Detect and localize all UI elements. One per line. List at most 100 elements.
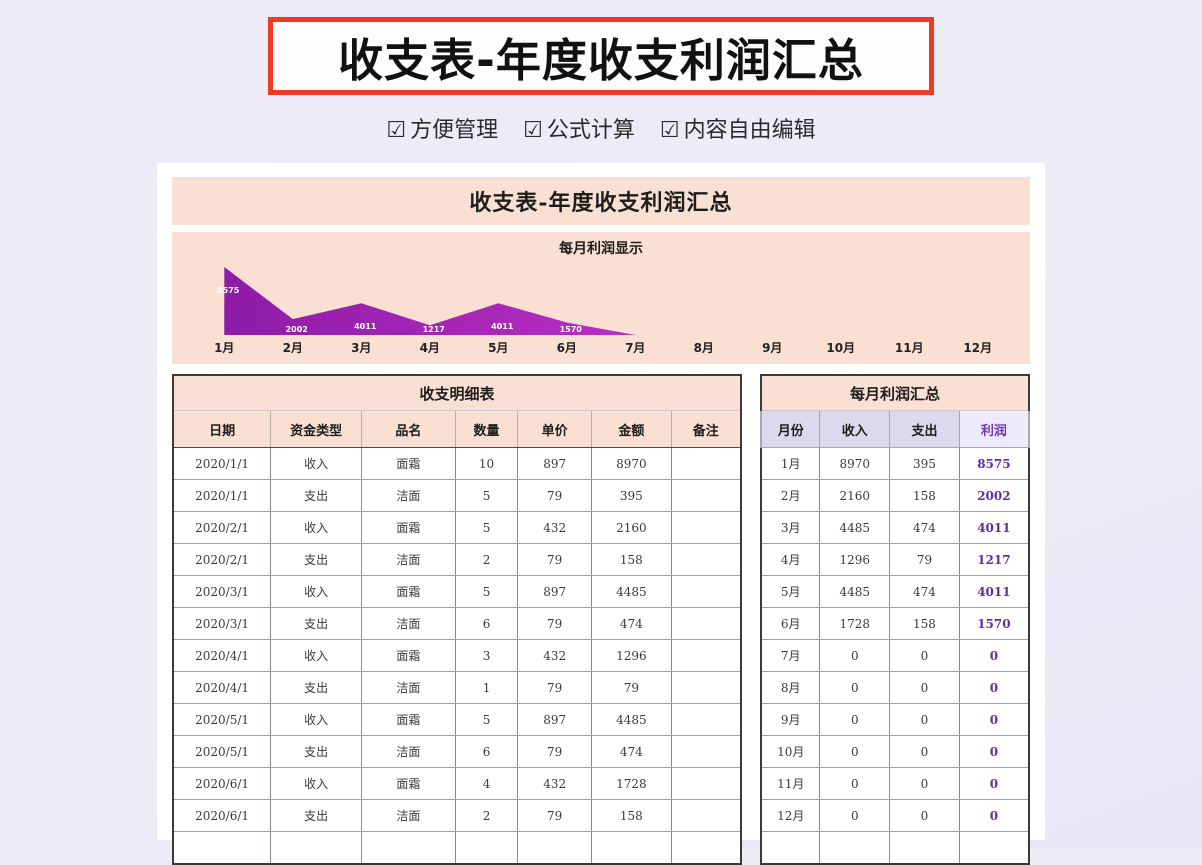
summary-cell[interactable]: 395 <box>889 447 960 480</box>
table-row[interactable]: 2020/4/1 收入 面霜 3 432 1296 <box>172 639 742 672</box>
detail-cell[interactable] <box>670 607 742 640</box>
summary-cell[interactable]: 0 <box>819 671 891 704</box>
summary-cell[interactable]: 3月 <box>760 511 821 544</box>
summary-cell[interactable]: 8575 <box>958 447 1030 480</box>
detail-cell[interactable]: 2020/5/1 <box>172 735 272 768</box>
detail-cell[interactable]: 6 <box>454 607 519 640</box>
summary-cell[interactable]: 0 <box>889 735 960 768</box>
summary-cell[interactable]: 4011 <box>958 511 1030 544</box>
summary-cell[interactable]: 2月 <box>760 479 821 512</box>
summary-cell[interactable]: 4011 <box>958 575 1030 608</box>
summary-cell[interactable]: 9月 <box>760 703 821 736</box>
summary-cell[interactable]: 0 <box>889 671 960 704</box>
detail-cell[interactable]: 面霜 <box>361 703 456 736</box>
table-row[interactable]: 1月 8970 395 8575 <box>760 447 1030 480</box>
detail-cell[interactable]: 面霜 <box>361 575 456 608</box>
detail-cell[interactable]: 79 <box>517 607 593 640</box>
detail-cell[interactable]: 1 <box>454 671 519 704</box>
detail-cell[interactable] <box>670 543 742 576</box>
detail-cell[interactable]: 洁面 <box>361 735 456 768</box>
detail-cell[interactable] <box>670 479 742 512</box>
detail-cell[interactable]: 支出 <box>270 735 363 768</box>
detail-cell[interactable]: 158 <box>591 799 672 832</box>
summary-cell[interactable]: 0 <box>958 639 1030 672</box>
summary-cell[interactable]: 1217 <box>958 543 1030 576</box>
summary-cell[interactable]: 1570 <box>958 607 1030 640</box>
summary-cell[interactable]: 0 <box>889 799 960 832</box>
detail-cell[interactable]: 2020/4/1 <box>172 639 272 672</box>
summary-cell[interactable]: 0 <box>889 639 960 672</box>
detail-cell[interactable]: 洁面 <box>361 543 456 576</box>
detail-cell[interactable] <box>670 799 742 832</box>
detail-cell[interactable]: 79 <box>517 543 593 576</box>
summary-cell[interactable]: 7月 <box>760 639 821 672</box>
detail-cell[interactable]: 3 <box>454 639 519 672</box>
detail-cell[interactable]: 79 <box>517 799 593 832</box>
summary-cell[interactable]: 2002 <box>958 479 1030 512</box>
table-row[interactable]: 2020/6/1 收入 面霜 4 432 1728 <box>172 767 742 800</box>
detail-cell[interactable]: 10 <box>454 447 519 480</box>
detail-cell[interactable] <box>670 767 742 800</box>
detail-cell[interactable]: 8970 <box>591 447 672 480</box>
summary-cell[interactable]: 474 <box>889 575 960 608</box>
detail-cell[interactable]: 洁面 <box>361 671 456 704</box>
detail-cell[interactable]: 面霜 <box>361 447 456 480</box>
summary-cell[interactable]: 12月 <box>760 799 821 832</box>
summary-cell[interactable]: 8月 <box>760 671 821 704</box>
detail-cell[interactable]: 收入 <box>270 511 363 544</box>
detail-cell[interactable]: 897 <box>517 575 593 608</box>
summary-cell[interactable]: 0 <box>958 671 1030 704</box>
summary-cell[interactable]: 5月 <box>760 575 821 608</box>
detail-cell[interactable]: 支出 <box>270 799 363 832</box>
table-row[interactable]: 8月 0 0 0 <box>760 671 1030 704</box>
summary-cell[interactable]: 4485 <box>819 511 891 544</box>
summary-cell[interactable]: 0 <box>889 767 960 800</box>
summary-cell[interactable]: 8970 <box>819 447 891 480</box>
table-row[interactable]: 2020/6/1 支出 洁面 2 79 158 <box>172 799 742 832</box>
table-row[interactable]: 7月 0 0 0 <box>760 639 1030 672</box>
detail-cell[interactable]: 4485 <box>591 703 672 736</box>
detail-cell[interactable] <box>670 511 742 544</box>
table-row[interactable]: 12月 0 0 0 <box>760 799 1030 832</box>
detail-cell[interactable]: 收入 <box>270 447 363 480</box>
detail-cell[interactable]: 79 <box>591 671 672 704</box>
detail-cell[interactable]: 6 <box>454 735 519 768</box>
detail-cell[interactable]: 面霜 <box>361 511 456 544</box>
detail-cell[interactable]: 2020/2/1 <box>172 543 272 576</box>
detail-cell[interactable]: 5 <box>454 575 519 608</box>
detail-cell[interactable]: 2020/6/1 <box>172 767 272 800</box>
table-row[interactable]: 11月 0 0 0 <box>760 767 1030 800</box>
detail-cell[interactable]: 收入 <box>270 767 363 800</box>
detail-cell[interactable] <box>670 735 742 768</box>
detail-cell[interactable]: 158 <box>591 543 672 576</box>
table-row[interactable]: 4月 1296 79 1217 <box>760 543 1030 576</box>
summary-cell[interactable]: 474 <box>889 511 960 544</box>
summary-cell[interactable]: 158 <box>889 607 960 640</box>
detail-cell[interactable]: 4 <box>454 767 519 800</box>
summary-cell[interactable]: 4485 <box>819 575 891 608</box>
detail-cell[interactable]: 5 <box>454 479 519 512</box>
detail-cell[interactable] <box>670 447 742 480</box>
detail-cell[interactable]: 432 <box>517 639 593 672</box>
table-row[interactable]: 2020/1/1 收入 面霜 10 897 8970 <box>172 447 742 480</box>
detail-cell[interactable]: 2020/5/1 <box>172 703 272 736</box>
detail-cell[interactable]: 面霜 <box>361 767 456 800</box>
table-row[interactable]: 2020/5/1 收入 面霜 5 897 4485 <box>172 703 742 736</box>
summary-cell[interactable]: 1月 <box>760 447 821 480</box>
detail-cell[interactable]: 474 <box>591 607 672 640</box>
summary-cell[interactable]: 2160 <box>819 479 891 512</box>
detail-cell[interactable]: 2020/3/1 <box>172 575 272 608</box>
summary-cell[interactable]: 79 <box>889 543 960 576</box>
detail-cell[interactable]: 2160 <box>591 511 672 544</box>
table-row[interactable]: 6月 1728 158 1570 <box>760 607 1030 640</box>
table-row[interactable]: 2020/3/1 支出 洁面 6 79 474 <box>172 607 742 640</box>
detail-cell[interactable] <box>670 575 742 608</box>
summary-cell[interactable]: 158 <box>889 479 960 512</box>
detail-cell[interactable]: 432 <box>517 767 593 800</box>
detail-cell[interactable]: 5 <box>454 703 519 736</box>
detail-cell[interactable]: 面霜 <box>361 639 456 672</box>
summary-cell[interactable]: 0 <box>819 799 891 832</box>
detail-cell[interactable]: 395 <box>591 479 672 512</box>
detail-cell[interactable]: 支出 <box>270 479 363 512</box>
detail-cell[interactable]: 2020/6/1 <box>172 799 272 832</box>
